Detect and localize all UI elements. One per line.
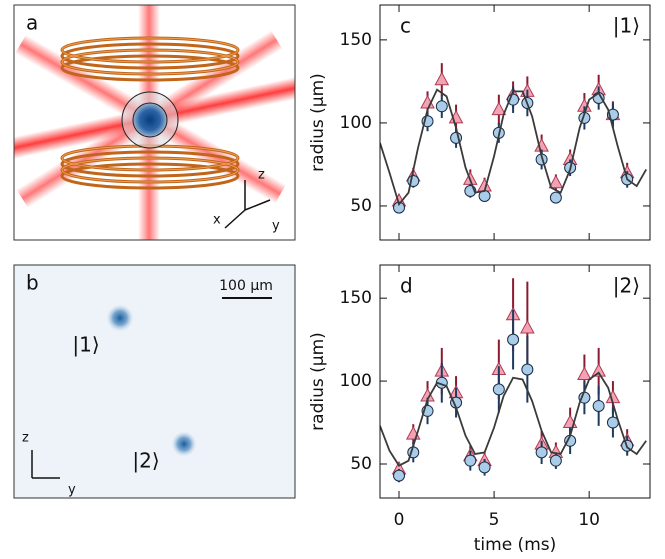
plot-area — [380, 278, 647, 483]
state-label: |2⟩ — [132, 449, 159, 473]
circle-marker — [478, 461, 491, 474]
triangle-marker — [548, 174, 564, 189]
plot-frame — [379, 264, 651, 499]
circle-marker — [535, 446, 548, 459]
triangle-marker — [520, 319, 535, 334]
circle-marker — [592, 399, 605, 412]
circle-marker — [492, 383, 505, 396]
circle-marker — [464, 454, 477, 467]
y-tick-label: 100 — [340, 371, 372, 391]
plot-area — [380, 63, 647, 214]
panel-a: z x y — [14, 5, 295, 240]
triangle-marker — [434, 71, 450, 86]
circle-marker — [521, 363, 534, 376]
axis-z: z — [258, 168, 265, 183]
circle-marker — [549, 454, 562, 467]
circle-marker — [435, 100, 448, 113]
y-axis-label: radius (µm) — [308, 332, 328, 431]
triangle-marker — [591, 363, 607, 377]
x-tick-label: 10 — [578, 510, 600, 530]
panel-letter: c — [400, 14, 411, 38]
y-tick-label: 50 — [350, 196, 372, 216]
panel-letter: b — [26, 271, 39, 295]
y-tick-label: 100 — [340, 113, 372, 133]
circle-marker — [549, 191, 562, 204]
state-label: |1⟩ — [72, 333, 99, 357]
panel-letter: d — [400, 274, 413, 298]
triangle-marker — [577, 366, 592, 380]
fit-curve — [380, 371, 647, 467]
x-tick-label: 5 — [489, 510, 500, 530]
circle-marker — [393, 469, 406, 482]
panel-letter: a — [26, 11, 38, 35]
circle-marker — [507, 333, 520, 346]
triangle-marker — [534, 138, 549, 152]
x-tick-label: 0 — [394, 510, 405, 530]
scale-bar-label: 100 µm — [219, 278, 273, 294]
x-axis-label: time (ms) — [474, 535, 557, 555]
axis-z: z — [22, 431, 29, 446]
y-tick-label: 150 — [340, 30, 372, 50]
state-label: |2⟩ — [613, 274, 640, 298]
triangle-marker — [491, 101, 507, 116]
axis-y: y — [68, 483, 76, 498]
axis-y: y — [272, 219, 280, 234]
axis-x: x — [213, 213, 221, 228]
panel-b: 100 µm |1⟩ |2⟩ z y b — [13, 264, 296, 499]
state-label: |1⟩ — [613, 14, 640, 38]
fit-curve — [380, 88, 647, 207]
plot-frame — [379, 4, 651, 241]
y-axis-label: radius (µm) — [308, 73, 328, 172]
y-tick-label: 50 — [350, 454, 372, 474]
y-tick-label: 150 — [340, 288, 372, 308]
